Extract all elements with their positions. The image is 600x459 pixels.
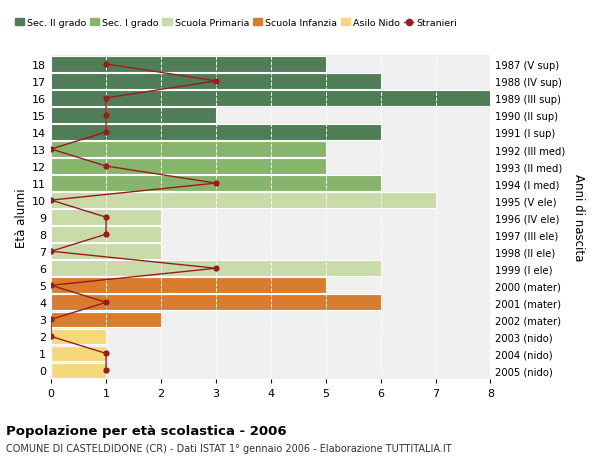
Legend: Sec. II grado, Sec. I grado, Scuola Primaria, Scuola Infanzia, Asilo Nido, Stran: Sec. II grado, Sec. I grado, Scuola Prim… [14, 19, 457, 28]
Bar [51, 346, 106, 362]
Bar [51, 57, 326, 73]
Bar [51, 91, 490, 106]
Bar [51, 295, 380, 310]
Bar [51, 329, 106, 344]
Bar [51, 210, 161, 225]
Bar [51, 278, 326, 293]
Text: COMUNE DI CASTELDIDONE (CR) - Dati ISTAT 1° gennaio 2006 - Elaborazione TUTTITAL: COMUNE DI CASTELDIDONE (CR) - Dati ISTAT… [6, 443, 452, 453]
Bar [51, 74, 380, 90]
Y-axis label: Anni di nascita: Anni di nascita [572, 174, 585, 261]
Bar [51, 159, 326, 174]
Y-axis label: Età alunni: Età alunni [15, 188, 28, 247]
Bar [51, 142, 326, 157]
Bar [51, 176, 380, 191]
Bar [51, 193, 436, 208]
Bar [51, 244, 161, 259]
Bar [51, 108, 216, 123]
Text: Popolazione per età scolastica - 2006: Popolazione per età scolastica - 2006 [6, 425, 287, 437]
Bar [51, 125, 380, 140]
Bar [51, 227, 161, 242]
Bar [51, 261, 380, 276]
Bar [51, 312, 161, 327]
Bar [51, 363, 106, 379]
